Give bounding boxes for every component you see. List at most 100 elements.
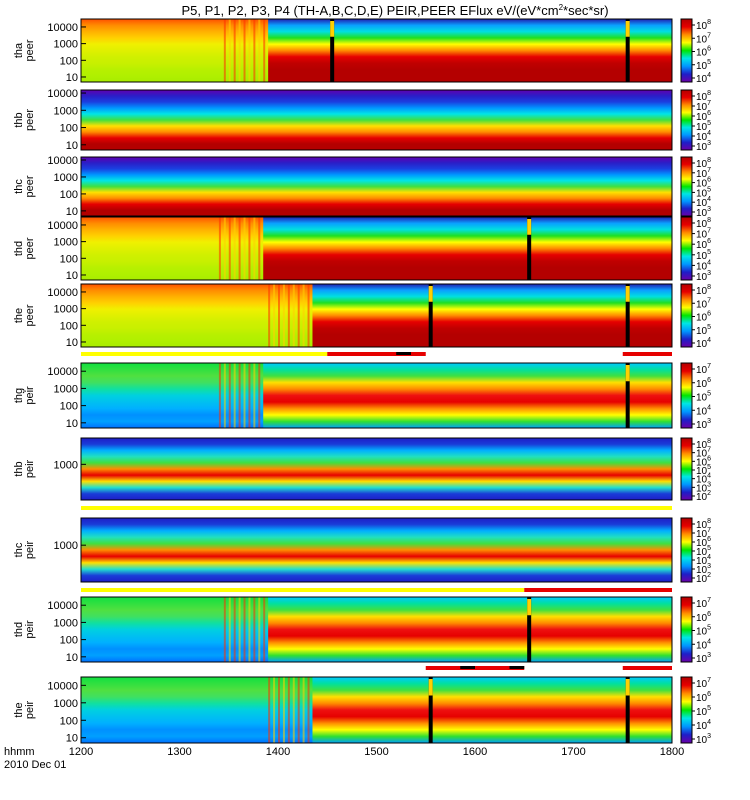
transition-striation xyxy=(258,217,261,280)
transition-striation xyxy=(292,284,295,347)
y-tick-label: 10000 xyxy=(47,220,78,232)
transition-striation xyxy=(302,284,305,347)
mode-bar-red xyxy=(524,588,672,592)
data-spike xyxy=(527,217,532,280)
y-tick-label: 1000 xyxy=(54,105,78,117)
colorbar-tick-label: 105 xyxy=(696,705,711,718)
quiet-regime-region xyxy=(81,284,313,347)
y-tick-label: 100 xyxy=(60,189,78,201)
transition-striation xyxy=(282,677,285,743)
y-tick-label: 100 xyxy=(60,253,78,265)
y-tick-label: 1000 xyxy=(54,39,78,51)
data-spike-top xyxy=(625,365,630,382)
y-axis-label: peir xyxy=(24,540,36,559)
y-axis-label: peer xyxy=(24,237,36,259)
y-tick-label: 1000 xyxy=(54,304,78,316)
panel-frame xyxy=(80,517,673,583)
y-tick-label: 10 xyxy=(66,337,78,349)
colorbar-tick-label: 103 xyxy=(696,652,711,665)
y-axis-label: thg xyxy=(13,388,25,403)
transition-striation xyxy=(238,19,241,82)
spectrogram-image xyxy=(81,157,672,216)
transition-striation xyxy=(223,217,226,280)
spectrogram-image xyxy=(81,438,672,500)
y-tick-label: 1000 xyxy=(54,459,78,471)
data-spike-top xyxy=(527,599,532,616)
colorbar-tick-label: 105 xyxy=(696,59,711,72)
colorbar xyxy=(680,596,693,663)
transition-striation xyxy=(228,363,231,428)
x-tick-label: 1300 xyxy=(167,746,191,758)
y-axis-label: thb xyxy=(13,461,25,476)
colorbar-tick-label: 104 xyxy=(696,72,711,85)
data-spike xyxy=(527,597,532,662)
transition-striation xyxy=(253,597,256,662)
colorbar-tick-label: 106 xyxy=(696,311,711,324)
colorbar xyxy=(680,676,693,744)
colorbar-tick-label: 106 xyxy=(696,691,711,704)
transition-striation xyxy=(278,677,280,743)
y-tick-label: 10000 xyxy=(47,600,78,612)
spectrogram-image xyxy=(81,90,672,150)
transition-striation xyxy=(307,284,310,347)
y-axis-label: peir xyxy=(24,459,36,478)
y-tick-label: 1000 xyxy=(54,383,78,395)
data-spike-top xyxy=(625,21,630,37)
data-spike xyxy=(625,19,630,82)
y-tick-label: 10 xyxy=(66,652,78,664)
y-tick-label: 1000 xyxy=(54,172,78,184)
x-tick-label: 1600 xyxy=(463,746,487,758)
panel-frame xyxy=(80,18,673,83)
x-tick-label: 1500 xyxy=(364,746,388,758)
colorbar-tick-label: 107 xyxy=(696,363,711,376)
transition-striation xyxy=(263,19,266,82)
transition-striation xyxy=(253,217,256,280)
colorbar-tick-label: 108 xyxy=(696,284,711,297)
colorbar-tick-label: 102 xyxy=(696,572,711,585)
data-spike xyxy=(330,19,335,82)
mode-bar-yellow xyxy=(81,506,672,510)
transition-striation xyxy=(258,19,261,82)
panel-frame xyxy=(80,362,673,429)
mode-bar-dark xyxy=(396,352,411,355)
spectrogram-image xyxy=(81,518,672,582)
x-tick-label: 1200 xyxy=(69,746,93,758)
transition-striation xyxy=(223,363,226,428)
transition-striation xyxy=(248,19,251,82)
colorbar xyxy=(680,437,693,501)
transition-striation xyxy=(287,284,290,347)
colorbar-tick-label: 105 xyxy=(696,391,711,404)
transition-striation xyxy=(228,217,231,280)
transition-striation xyxy=(228,19,231,82)
y-axis-label: thb xyxy=(13,112,25,127)
colorbar-tick-label: 107 xyxy=(696,32,711,45)
transition-striation xyxy=(243,19,246,82)
y-axis-label: the xyxy=(13,702,25,717)
y-tick-label: 10 xyxy=(66,270,78,282)
y-tick-label: 10 xyxy=(66,206,78,218)
data-spike-top xyxy=(625,679,630,696)
x-tick-label: 1700 xyxy=(561,746,585,758)
mode-bar-dark xyxy=(509,666,525,669)
data-spike-top xyxy=(330,21,335,37)
transition-striation xyxy=(248,363,251,428)
transition-striation xyxy=(243,217,246,280)
data-spike-top xyxy=(527,219,532,235)
transition-striation xyxy=(258,597,261,662)
transition-striation xyxy=(282,284,285,347)
y-axis-label: peir xyxy=(24,386,36,405)
colorbar-tick-label: 104 xyxy=(696,404,711,417)
transition-striation xyxy=(238,597,241,662)
data-spike xyxy=(625,677,630,743)
colorbar-tick-label: 102 xyxy=(696,490,711,503)
transition-striation xyxy=(228,597,231,662)
transition-striation xyxy=(292,677,295,743)
